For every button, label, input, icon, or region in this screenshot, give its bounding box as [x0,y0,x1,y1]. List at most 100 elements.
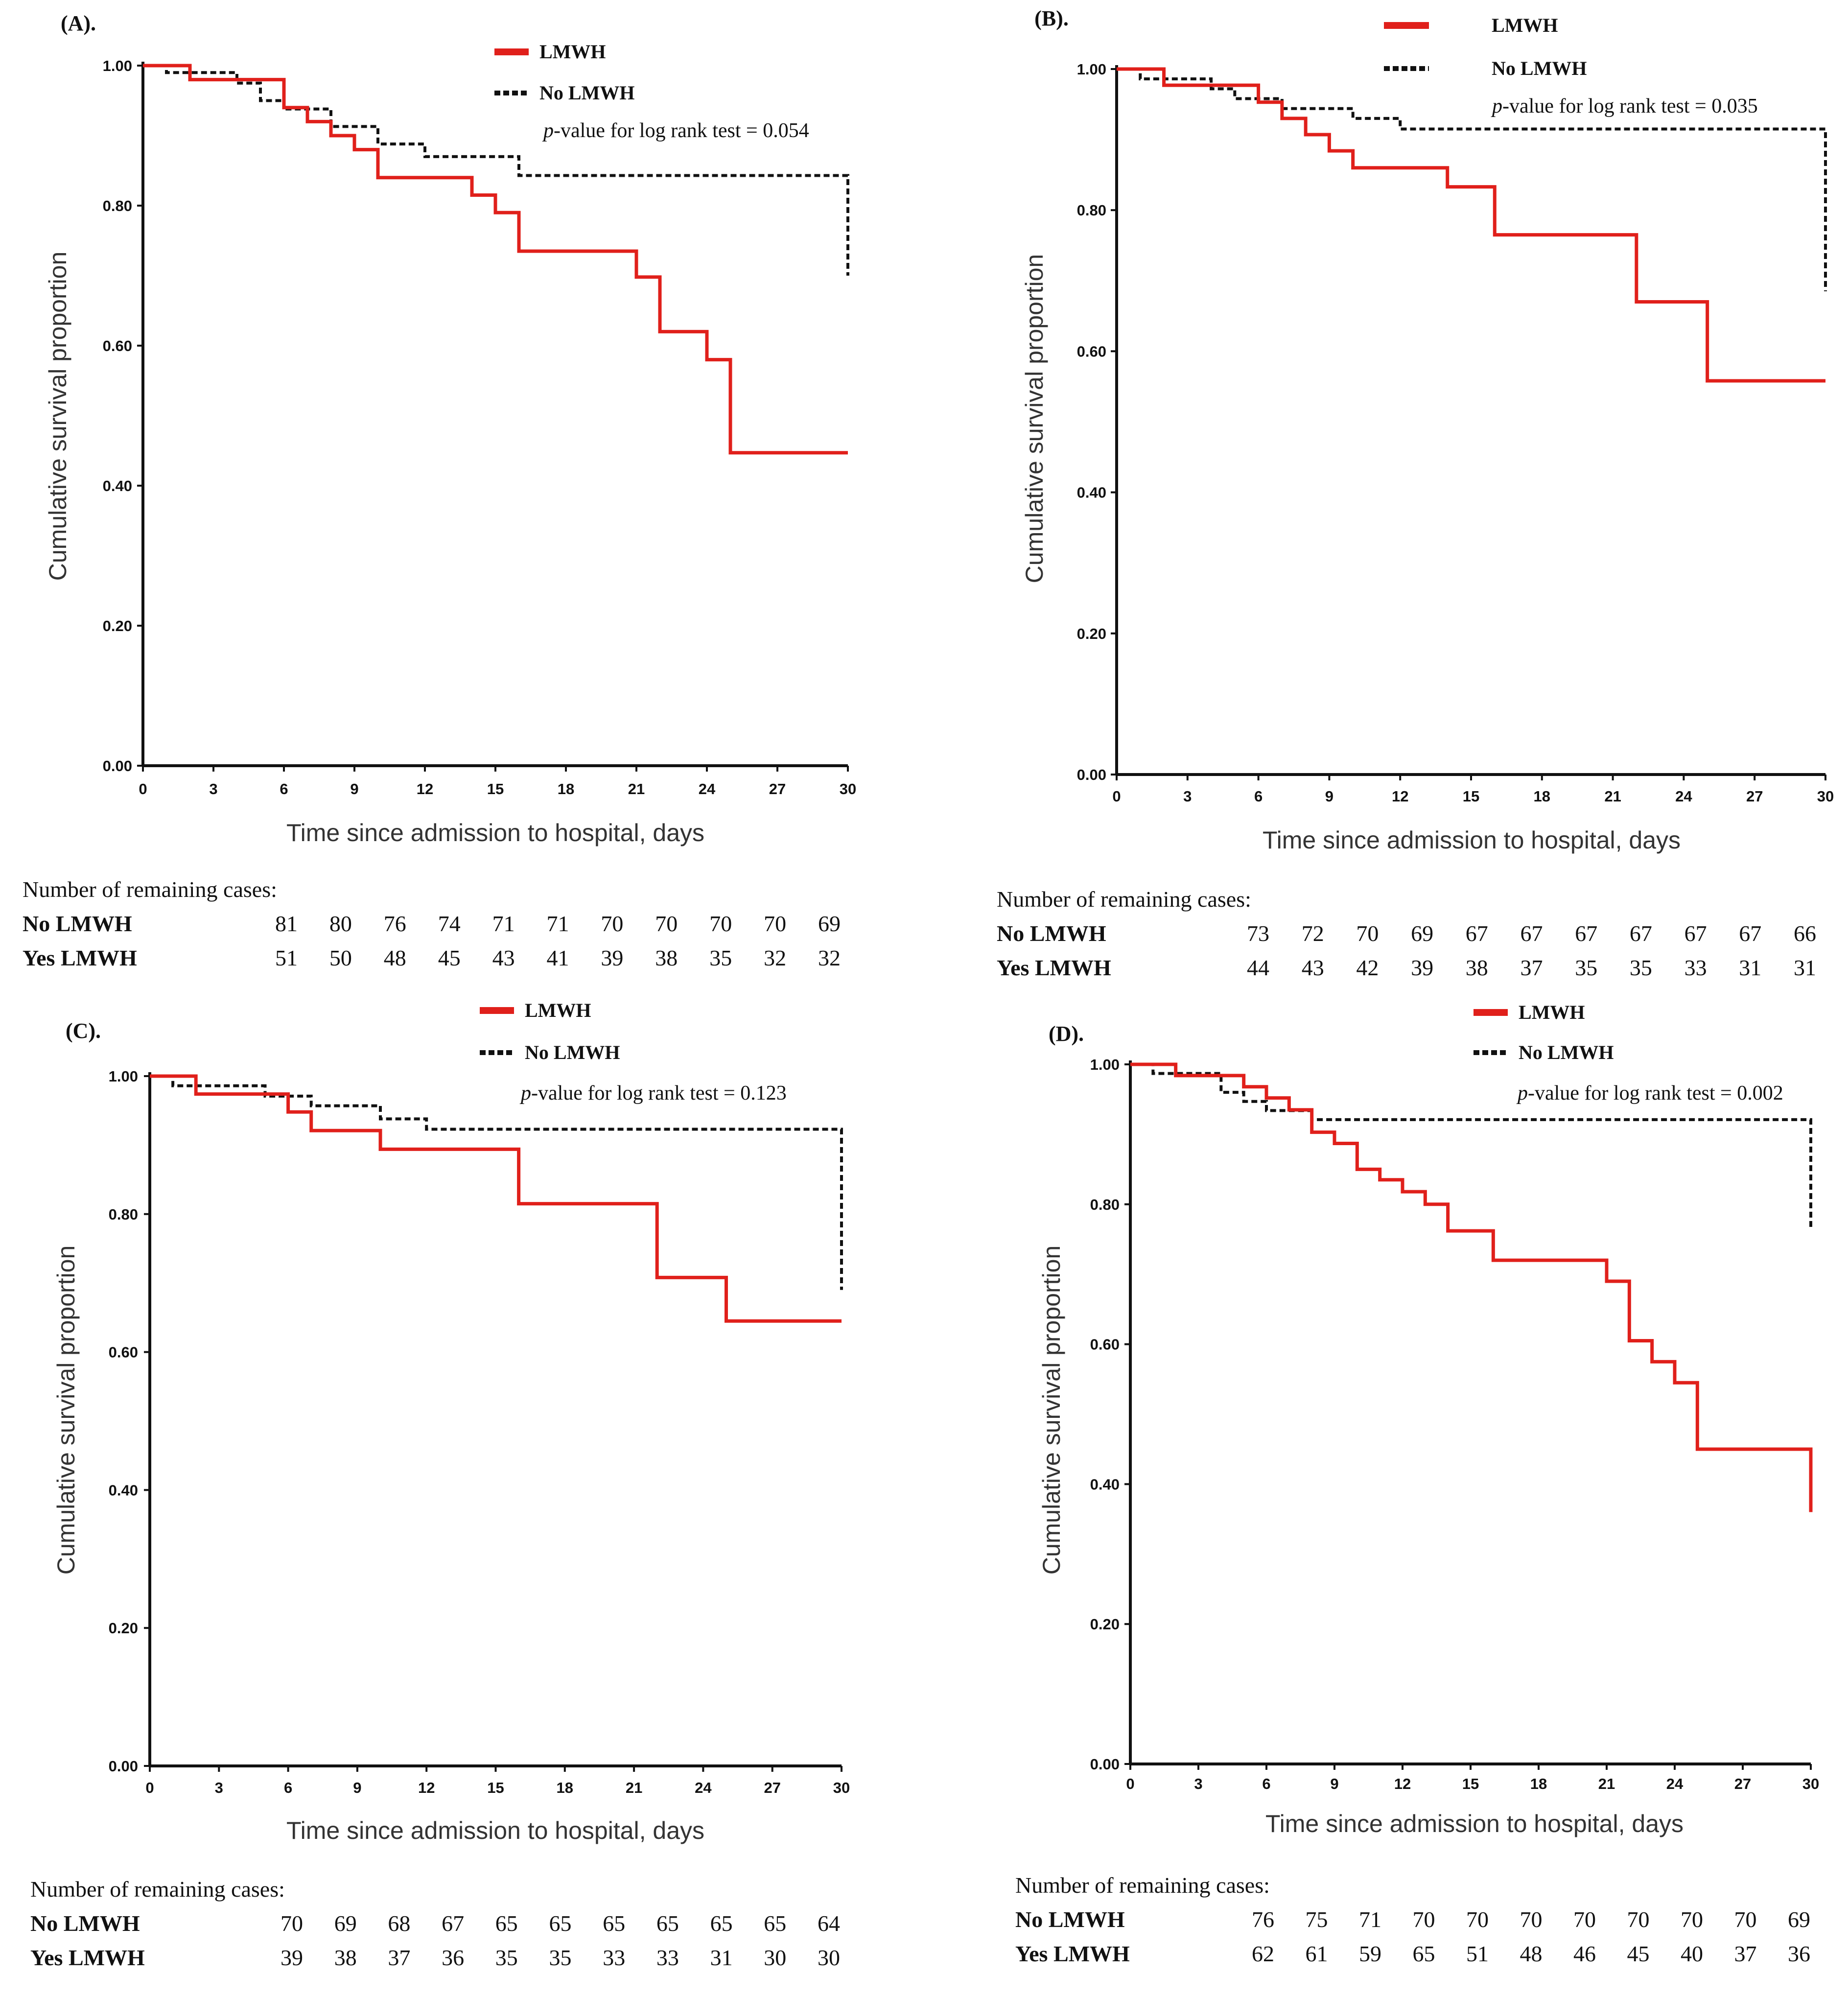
y-tick-label: 0.40 [1090,1476,1120,1493]
p-value-italic: p [519,1082,531,1105]
risk-table-cell: 61 [1306,1941,1328,1966]
risk-table-cell: 75 [1306,1907,1328,1932]
x-tick-label: 6 [280,780,288,798]
x-tick-label: 15 [487,1779,504,1796]
y-tick-label: 0.60 [103,337,132,354]
x-tick-label: 0 [139,780,147,798]
risk-table-cell: 41 [547,945,569,970]
risk-table-cell: 64 [818,1911,840,1936]
x-tick-label: 18 [1530,1775,1547,1792]
p-value-text: -value for log rank test = 0.035 [1502,95,1758,118]
x-tick-label: 9 [353,1779,361,1796]
risk-table-cell: 67 [1684,921,1707,946]
risk-table-title: Number of remaining cases: [23,877,277,902]
x-axis-label: Time since admission to hospital, days [286,1817,704,1844]
risk-table-row-label: Yes LMWH [997,955,1111,980]
risk-table-cell: 69 [818,911,841,936]
risk-table-row-label: No LMWH [30,1911,140,1936]
risk-table-cell: 36 [442,1945,464,1970]
x-tick-label: 24 [1666,1775,1684,1792]
x-tick-label: 21 [628,780,645,798]
x-tick-label: 30 [833,1779,850,1796]
survival-curve-lmwh [143,64,848,455]
x-tick-label: 30 [1817,788,1834,805]
risk-table-cell: 35 [549,1945,572,1970]
x-tick-label: 0 [145,1779,154,1796]
risk-table-cell: 30 [818,1945,840,1970]
risk-table-cell: 70 [1627,1907,1650,1932]
risk-table-cell: 69 [1411,921,1433,946]
risk-table-cell: 50 [329,945,352,970]
risk-table-cell: 67 [1521,921,1543,946]
risk-table-title: Number of remaining cases: [30,1877,285,1902]
y-tick-label: 0.20 [109,1620,138,1637]
km-panel-b: (B).0.000.200.400.600.801.000 3 6 9 12 15 18 21… [997,6,1834,980]
x-axis-label: Time since admission to hospital, days [1263,826,1681,854]
x-tick-label: 9 [1325,788,1333,805]
risk-table-cell: 66 [1794,921,1816,946]
risk-table-cell: 38 [655,945,678,970]
risk-table-cell: 36 [1788,1941,1810,1966]
y-tick-label: 0.40 [103,477,132,494]
y-tick-label: 0.60 [109,1344,138,1361]
y-tick-label: 1.00 [109,1068,138,1085]
risk-table-cell: 35 [709,945,732,970]
risk-table-cell: 48 [1520,1941,1543,1966]
panel-label: (C). [66,1019,101,1043]
x-tick-label: 30 [1802,1775,1819,1792]
x-tick-label: 18 [1534,788,1550,805]
y-tick-label: 0.20 [103,617,132,635]
y-tick-label: 0.00 [1077,766,1106,783]
risk-table-cell: 76 [1252,1907,1274,1932]
x-tick-label: 6 [1254,788,1263,805]
risk-table-row-label: No LMWH [23,911,132,936]
x-tick-label: 9 [1330,1775,1338,1792]
x-tick-label: 27 [1746,788,1763,805]
legend-label: LMWH [525,999,591,1021]
risk-table-cell: 37 [1521,955,1543,980]
risk-table-title: Number of remaining cases: [1015,1873,1270,1898]
x-tick-label: 18 [557,1779,573,1796]
risk-table-cell: 59 [1359,1941,1381,1966]
legend-label: No LMWH [525,1041,620,1063]
risk-table-row-label: Yes LMWH [23,945,137,970]
risk-table-cell: 69 [1788,1907,1810,1932]
legend-label: No LMWH [1492,57,1587,79]
risk-table-cell: 70 [1734,1907,1757,1932]
x-tick-label: 12 [1394,1775,1411,1792]
risk-table-cell: 31 [1739,955,1761,980]
x-tick-label: 24 [699,780,716,798]
risk-table-cell: 51 [275,945,298,970]
risk-table-cell: 43 [492,945,515,970]
x-tick-label: 9 [350,780,358,798]
p-value-annotation: p-value for log rank test = 0.035 [1491,95,1758,118]
x-tick-label: 12 [417,780,433,798]
km-panel-a: (A).0.000.200.400.600.801.000 3 6 9 12 15 18 21… [23,11,856,970]
x-tick-label: 27 [769,780,786,798]
y-tick-label: 0.00 [103,757,132,775]
risk-table-cell: 35 [1630,955,1652,980]
risk-table-cell: 32 [818,945,841,970]
risk-table-cell: 65 [1413,1941,1435,1966]
legend-label: No LMWH [1519,1041,1614,1063]
y-tick-label: 0.80 [103,197,132,214]
risk-table-cell: 65 [764,1911,786,1936]
x-tick-label: 3 [1194,1775,1202,1792]
x-axis-label: Time since admission to hospital, days [286,819,704,846]
x-tick-label: 6 [284,1779,292,1796]
x-tick-label: 6 [1262,1775,1270,1792]
x-tick-label: 27 [1734,1775,1751,1792]
x-axis-label: Time since admission to hospital, days [1265,1810,1684,1837]
p-value-italic: p [1516,1082,1528,1105]
km-panel-d: (D).0.000.200.400.600.801.000 3 6 9 12 15 18 21… [1015,1001,1819,1966]
km-panel-c: (C).0.000.200.400.600.801.000 3 6 9 12 15 18 21… [30,999,850,1970]
legend-label: No LMWH [539,82,634,104]
risk-table-cell: 38 [334,1945,357,1970]
panel-label: (D). [1049,1022,1084,1046]
risk-table-cell: 70 [1681,1907,1703,1932]
x-tick-label: 12 [418,1779,435,1796]
risk-table-cell: 70 [1520,1907,1543,1932]
risk-table-cell: 44 [1247,955,1269,980]
p-value-italic: p [1491,95,1502,118]
risk-table-cell: 71 [547,911,569,936]
